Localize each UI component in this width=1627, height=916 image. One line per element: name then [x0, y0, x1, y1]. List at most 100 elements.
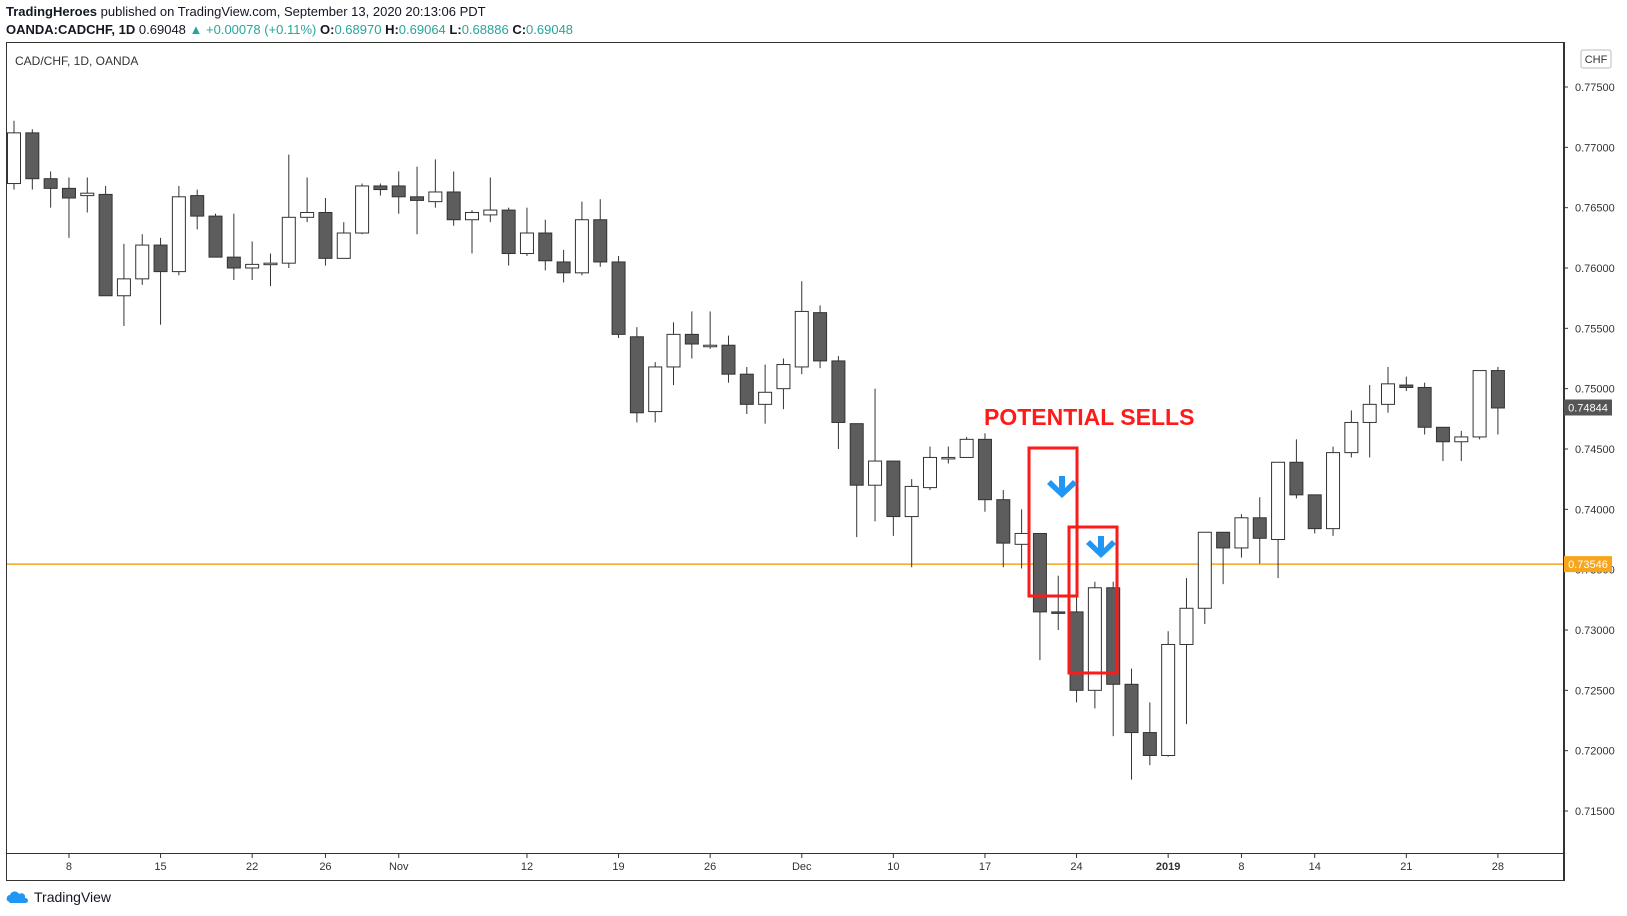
sell-annotations[interactable]: POTENTIAL SELLS: [984, 404, 1194, 675]
candle-body: [556, 261, 571, 274]
candle: [574, 201, 589, 276]
hline-price-label-text: 0.73546: [1568, 559, 1608, 571]
x-tick-label: Nov: [389, 861, 409, 873]
x-tick-label: 24: [1070, 861, 1082, 873]
author-name[interactable]: TradingHeroes: [6, 4, 98, 19]
candle-body: [868, 460, 883, 486]
candle: [281, 154, 296, 268]
candle: [80, 177, 95, 213]
low-value: 0.68886: [461, 22, 509, 37]
candle-body: [1490, 370, 1505, 409]
x-tick-label: 26: [319, 861, 331, 873]
tradingview-brand: TradingView: [34, 889, 112, 905]
candle: [776, 358, 791, 410]
candle: [190, 189, 205, 230]
publish-info: TradingHeroes published on TradingView.c…: [6, 4, 486, 19]
candle: [208, 213, 223, 258]
candle: [245, 241, 260, 281]
candle-body: [153, 244, 168, 273]
candle: [391, 171, 406, 214]
candle-body: [1069, 611, 1084, 691]
candle-body: [98, 193, 113, 297]
candle: [1271, 461, 1286, 579]
candle: [153, 237, 168, 325]
candle-body: [1087, 587, 1102, 691]
candle: [1399, 376, 1414, 392]
candle-body: [923, 456, 937, 489]
candle: [61, 177, 76, 238]
candle: [1216, 531, 1231, 585]
candle: [1362, 385, 1377, 458]
y-tick-label: 0.72000: [1575, 746, 1615, 758]
candle-body: [1435, 426, 1450, 443]
candle: [813, 305, 828, 369]
candle-body: [593, 219, 608, 263]
candle-body: [373, 185, 388, 191]
close-label: C:: [512, 22, 527, 37]
candle-body: [116, 278, 131, 297]
candle-body: [208, 215, 223, 258]
low-label: L:: [449, 22, 462, 37]
y-tick-label: 0.75000: [1575, 384, 1615, 396]
candle: [1289, 439, 1304, 499]
sell-box-2[interactable]: [1067, 525, 1119, 675]
price-axis[interactable]: 0.77500 0.77000 0.76500 0.76000 0.75500 0.750…: [1563, 82, 1615, 818]
candle-body: [538, 232, 553, 262]
candle-body: [1362, 403, 1377, 423]
x-tick-label: 21: [1400, 861, 1412, 873]
candle-body: [629, 336, 644, 414]
candle: [25, 129, 40, 190]
candle: [355, 183, 370, 235]
time-axis[interactable]: 8 15 22 26 Nov 12 19 26 Dec 10 17 24 2019 8 14 21 28: [66, 853, 1504, 873]
currency-button[interactable]: CHF: [1580, 49, 1612, 69]
candle-body: [574, 219, 589, 274]
candle: [428, 159, 443, 208]
candle-body: [428, 191, 443, 203]
candle-body: [776, 364, 791, 390]
candle: [904, 479, 919, 568]
candle-body: [703, 344, 718, 348]
symbol-label: OANDA:CADCHF, 1D: [6, 22, 136, 37]
candle: [318, 198, 333, 266]
candle-body: [1197, 531, 1212, 609]
current-price-label: 0.74844: [1564, 399, 1612, 416]
candle-body: [25, 132, 40, 180]
candle: [556, 249, 571, 283]
x-tick-label: 2019: [1156, 861, 1180, 873]
tradingview-logo[interactable]: TradingView: [6, 889, 112, 905]
candle-body: [355, 185, 370, 234]
currency-button-label: CHF: [1585, 54, 1608, 66]
candle-body: [300, 211, 315, 218]
x-tick-label: Dec: [792, 861, 812, 873]
x-tick-label: 8: [1238, 861, 1244, 873]
candle: [629, 327, 644, 423]
candle: [1051, 575, 1066, 630]
candle-body: [391, 185, 406, 198]
x-tick-label: 19: [612, 861, 624, 873]
x-tick-label: 17: [979, 861, 991, 873]
candle-body: [245, 263, 260, 269]
candle: [941, 446, 956, 464]
candle-body: [1014, 532, 1029, 545]
candle-body: [666, 333, 681, 368]
candle-body: [1142, 732, 1157, 756]
candle-body: [446, 191, 461, 221]
candle-body: [1234, 517, 1249, 549]
price-labels: 0.74844 0.73546: [1564, 399, 1612, 573]
candle-body: [1179, 607, 1194, 645]
sell-box-1[interactable]: [1027, 446, 1079, 598]
y-tick-label: 0.74500: [1575, 444, 1615, 456]
candle: [483, 177, 498, 223]
candle-body: [1252, 517, 1267, 539]
candle: [519, 207, 534, 256]
price-change: ▲ +0.00078 (+0.11%): [189, 22, 317, 37]
candle-body: [171, 196, 186, 273]
candle: [1417, 382, 1432, 435]
candle-body: [519, 232, 534, 255]
x-tick-label: 22: [246, 861, 258, 873]
candle-body: [941, 456, 956, 460]
candle: [1161, 631, 1176, 757]
candle-body: [80, 192, 95, 197]
candle: [977, 433, 992, 512]
